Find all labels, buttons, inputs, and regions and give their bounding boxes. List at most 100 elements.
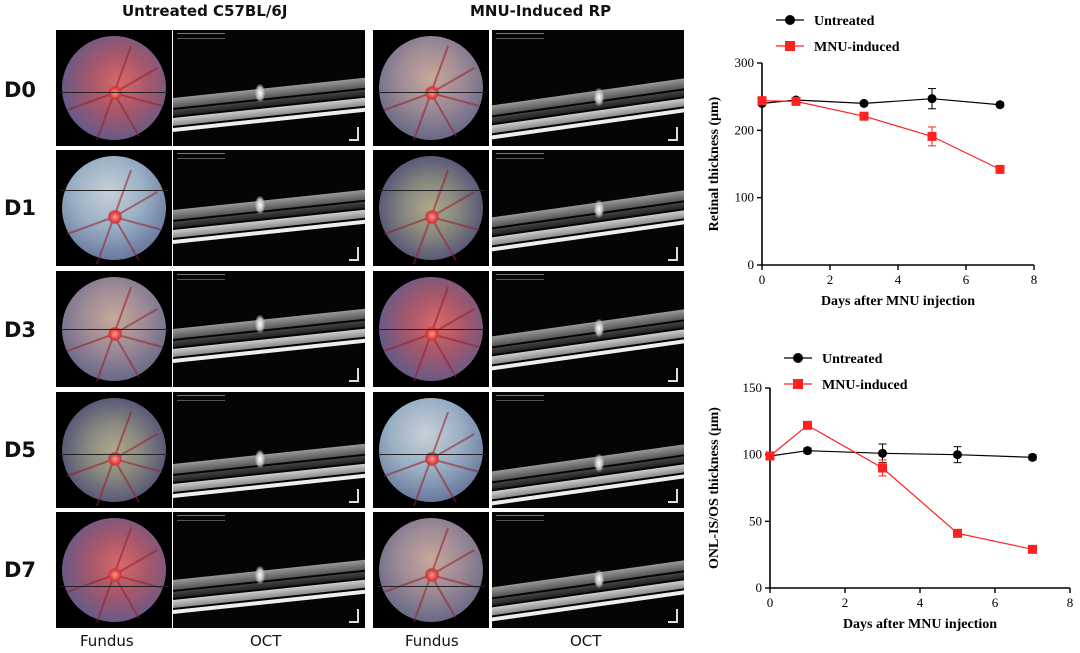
x-tick-label: 6 (992, 595, 999, 610)
fundus-disc (62, 156, 166, 260)
row-label-d5: D5 (4, 438, 37, 462)
fundus-disc (62, 398, 166, 502)
data-point (927, 94, 937, 104)
legend-marker (793, 379, 803, 389)
untreated-oct-d7 (173, 512, 365, 628)
onl-thickness-chart: Untreated MNU-induced 0 2 4 6 8 0 50 100 150 Days … (707, 352, 1073, 632)
y-tick-label: 300 (735, 55, 755, 70)
y-tick-label: 50 (749, 513, 762, 528)
scale-bar-horizontal (349, 259, 359, 261)
optic-nerve-reflex (594, 200, 604, 218)
y-axis-label: ONL-IS/OS thickness (μm) (707, 407, 722, 569)
x-tick-label: 2 (827, 272, 834, 287)
oct-timestamp (496, 33, 544, 39)
scale-bar-horizontal (349, 501, 359, 503)
x-tick-label: 0 (767, 595, 774, 610)
y-tick-label: 100 (743, 447, 763, 462)
optic-nerve-reflex (594, 319, 604, 337)
data-point (765, 451, 775, 461)
x-axis-label: Days after MNU injection (843, 617, 997, 632)
untreated-fundus-d1 (56, 150, 172, 266)
mnu-oct-d5 (492, 392, 684, 508)
scale-bar-vertical (676, 127, 678, 141)
oct-timestamp (177, 515, 225, 521)
x-tick-label: 2 (842, 595, 849, 610)
oct-timestamp (496, 153, 544, 159)
scale-bar-vertical (676, 489, 678, 503)
oct-timestamp (496, 274, 544, 280)
scale-bar-horizontal (668, 380, 678, 382)
legend-label: Untreated (814, 14, 875, 29)
row-label-d1: D1 (4, 196, 37, 220)
chart2-legend: Untreated MNU-induced (784, 352, 908, 393)
scan-line (60, 329, 168, 330)
x-tick-label: 8 (1067, 595, 1074, 610)
bottom-label-oct-1: OCT (250, 632, 282, 650)
series-line-1 (769, 424, 1033, 550)
scan-line (377, 190, 485, 191)
optic-nerve-head (425, 452, 439, 466)
legend-label: Untreated (822, 352, 883, 367)
optic-nerve-reflex (255, 450, 265, 468)
bottom-label-oct-2: OCT (570, 632, 602, 650)
untreated-fundus-d3 (56, 271, 172, 387)
legend-label: MNU-induced (814, 40, 900, 55)
data-point (1028, 452, 1037, 462)
scale-bar-vertical (357, 489, 359, 503)
mnu-fundus-d1 (373, 150, 489, 266)
retinal-thickness-chart: Untreated MNU-induced 0 2 4 6 8 0 100 200 300 Days… (707, 14, 1037, 309)
data-point (791, 96, 801, 106)
data-point (859, 111, 869, 121)
data-point (803, 420, 812, 430)
scan-line (60, 92, 168, 93)
data-point (953, 450, 962, 460)
optic-nerve-head (108, 568, 122, 582)
optic-nerve-head (425, 210, 439, 224)
optic-nerve-head (108, 327, 122, 341)
x-tick-label: 0 (759, 272, 766, 287)
optic-nerve-head (108, 86, 122, 100)
optic-nerve-reflex (255, 196, 265, 214)
optic-nerve-head (108, 452, 122, 466)
untreated-oct-d0 (173, 30, 365, 146)
data-point (995, 164, 1005, 174)
optic-nerve-reflex (255, 566, 265, 584)
oct-timestamp (496, 515, 544, 521)
chart2-axes: 0 2 4 6 8 0 50 100 150 Days after MNU injection ON… (707, 380, 1073, 632)
untreated-fundus-d0 (56, 30, 172, 146)
oct-timestamp (177, 33, 225, 39)
chart2-plot (765, 420, 1037, 554)
oct-timestamp (177, 153, 225, 159)
scale-bar-horizontal (349, 621, 359, 623)
y-tick-label: 100 (735, 190, 755, 205)
scale-bar-vertical (676, 609, 678, 623)
series-line-1 (761, 100, 1001, 170)
data-point (927, 131, 937, 141)
scale-bar-horizontal (668, 259, 678, 261)
y-axis-label: Retinal thickness (μm) (707, 96, 722, 231)
y-tick-label: 200 (735, 122, 755, 137)
legend-marker (785, 41, 795, 51)
scan-line (377, 92, 485, 93)
scale-bar-vertical (676, 368, 678, 382)
mnu-oct-d7 (492, 512, 684, 628)
untreated-oct-d3 (173, 271, 365, 387)
scale-bar-vertical (357, 127, 359, 141)
scale-bar-horizontal (668, 621, 678, 623)
bottom-label-fundus-1: Fundus (80, 632, 134, 650)
optic-nerve-head (425, 86, 439, 100)
column-title-untreated: Untreated C57BL/6J (122, 2, 288, 20)
mnu-fundus-d0 (373, 30, 489, 146)
scan-line (377, 329, 485, 330)
scan-line (60, 586, 168, 587)
y-tick-label: 150 (743, 380, 763, 395)
scale-bar-vertical (357, 368, 359, 382)
chart1-legend: Untreated MNU-induced (776, 14, 900, 55)
x-tick-label: 8 (1031, 272, 1038, 287)
oct-timestamp (177, 395, 225, 401)
fundus-disc (379, 156, 483, 260)
data-point (953, 528, 962, 538)
y-tick-label: 0 (748, 257, 755, 272)
chart1-axes: 0 2 4 6 8 0 100 200 300 Days after MNU injection R… (707, 55, 1037, 309)
mnu-oct-d1 (492, 150, 684, 266)
